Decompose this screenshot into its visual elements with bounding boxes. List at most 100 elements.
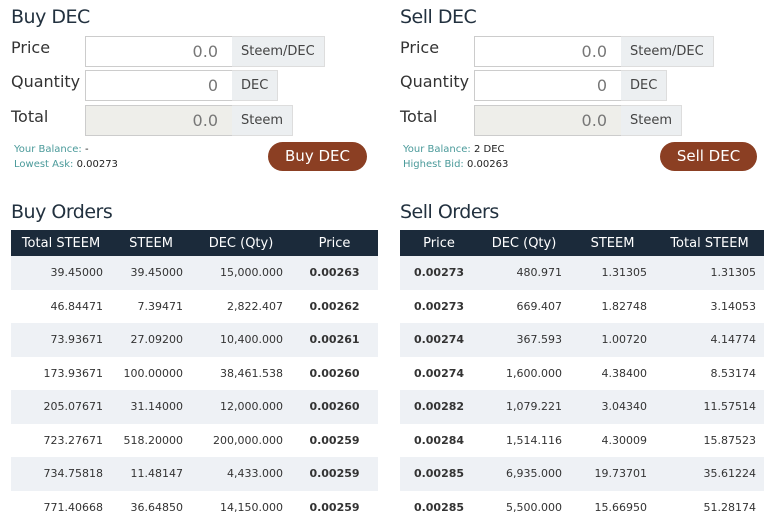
total-unit: Steem (621, 105, 682, 136)
table-cell: 4.30009 (570, 424, 655, 458)
buy-total-field: 0.0 (85, 105, 233, 136)
table-cell: 7.39471 (111, 290, 191, 324)
table-cell: 205.07671 (11, 390, 111, 424)
table-cell: 0.00274 (400, 323, 478, 357)
column-header[interactable]: STEEM (111, 230, 191, 256)
table-cell: 0.00262 (291, 290, 378, 324)
table-cell: 0.00260 (291, 390, 378, 424)
table-cell: 1,079.221 (478, 390, 570, 424)
table-cell: 723.27671 (11, 424, 111, 458)
column-header[interactable]: Price (291, 230, 378, 256)
table-cell: 14,150.000 (191, 491, 291, 524)
sell-price-input[interactable]: 0.0 (474, 36, 622, 67)
table-cell: 0.00259 (291, 424, 378, 458)
total-label: Total (11, 107, 48, 126)
balance-info: Your Balance: - (14, 144, 89, 155)
column-header[interactable]: DEC (Qty) (478, 230, 570, 256)
table-cell: 0.00274 (400, 357, 478, 391)
column-header[interactable]: Total STEEM (655, 230, 764, 256)
column-header[interactable]: Price (400, 230, 478, 256)
table-cell: 200,000.000 (191, 424, 291, 458)
table-cell: 19.73701 (570, 457, 655, 491)
price-unit: Steem/DEC (621, 36, 714, 67)
buy-orders-title: Buy Orders (11, 201, 112, 223)
table-cell: 36.64850 (111, 491, 191, 524)
table-cell: 12,000.000 (191, 390, 291, 424)
table-cell: 0.00261 (291, 323, 378, 357)
table-cell: 1.31305 (570, 256, 655, 290)
table-cell: 39.45000 (11, 256, 111, 290)
table-cell: 1.00720 (570, 323, 655, 357)
buy-price-input[interactable]: 0.0 (85, 36, 233, 67)
buy-dec-button[interactable]: Buy DEC (268, 142, 367, 171)
buy-title: Buy DEC (11, 6, 90, 28)
quantity-unit: DEC (621, 70, 667, 101)
table-cell: 4,433.000 (191, 457, 291, 491)
sell-dec-button[interactable]: Sell DEC (660, 142, 757, 171)
table-cell: 39.45000 (111, 256, 191, 290)
quantity-label: Quantity (400, 72, 469, 91)
table-cell: 5,500.000 (478, 491, 570, 524)
sell-orders-title: Sell Orders (400, 201, 499, 223)
lowest-ask-info: Lowest Ask: 0.00273 (14, 159, 118, 170)
table-cell: 31.14000 (111, 390, 191, 424)
table-cell: 27.09200 (111, 323, 191, 357)
column-header[interactable]: Total STEEM (11, 230, 111, 256)
table-cell: 3.14053 (655, 290, 764, 324)
quantity-unit: DEC (232, 70, 278, 101)
column-header[interactable]: DEC (Qty) (191, 230, 291, 256)
table-cell: 771.40668 (11, 491, 111, 524)
table-cell: 51.28174 (655, 491, 764, 524)
table-cell: 1.31305 (655, 256, 764, 290)
table-cell: 3.04340 (570, 390, 655, 424)
table-cell: 11.48147 (111, 457, 191, 491)
table-cell: 0.00259 (291, 491, 378, 524)
table-cell: 0.00259 (291, 457, 378, 491)
table-cell: 35.61224 (655, 457, 764, 491)
sell-quantity-input[interactable]: 0 (474, 70, 622, 101)
table-cell: 173.93671 (11, 357, 111, 391)
table-cell: 0.00260 (291, 357, 378, 391)
column-header[interactable]: STEEM (570, 230, 655, 256)
balance-info: Your Balance: 2 DEC (403, 144, 505, 155)
table-cell: 10,400.000 (191, 323, 291, 357)
table-cell: 2,822.407 (191, 290, 291, 324)
price-unit: Steem/DEC (232, 36, 325, 67)
buy-quantity-input[interactable]: 0 (85, 70, 233, 101)
total-label: Total (400, 107, 437, 126)
table-cell: 480.971 (478, 256, 570, 290)
table-cell: 734.75818 (11, 457, 111, 491)
table-cell: 73.93671 (11, 323, 111, 357)
table-cell: 6,935.000 (478, 457, 570, 491)
table-cell: 1,600.000 (478, 357, 570, 391)
table-cell: 367.593 (478, 323, 570, 357)
table-cell: 100.00000 (111, 357, 191, 391)
table-cell: 1.82748 (570, 290, 655, 324)
sell-total-field: 0.0 (474, 105, 622, 136)
table-cell: 0.00285 (400, 491, 478, 524)
table-cell: 4.14774 (655, 323, 764, 357)
table-cell: 15.66950 (570, 491, 655, 524)
total-unit: Steem (232, 105, 293, 136)
table-cell: 15.87523 (655, 424, 764, 458)
